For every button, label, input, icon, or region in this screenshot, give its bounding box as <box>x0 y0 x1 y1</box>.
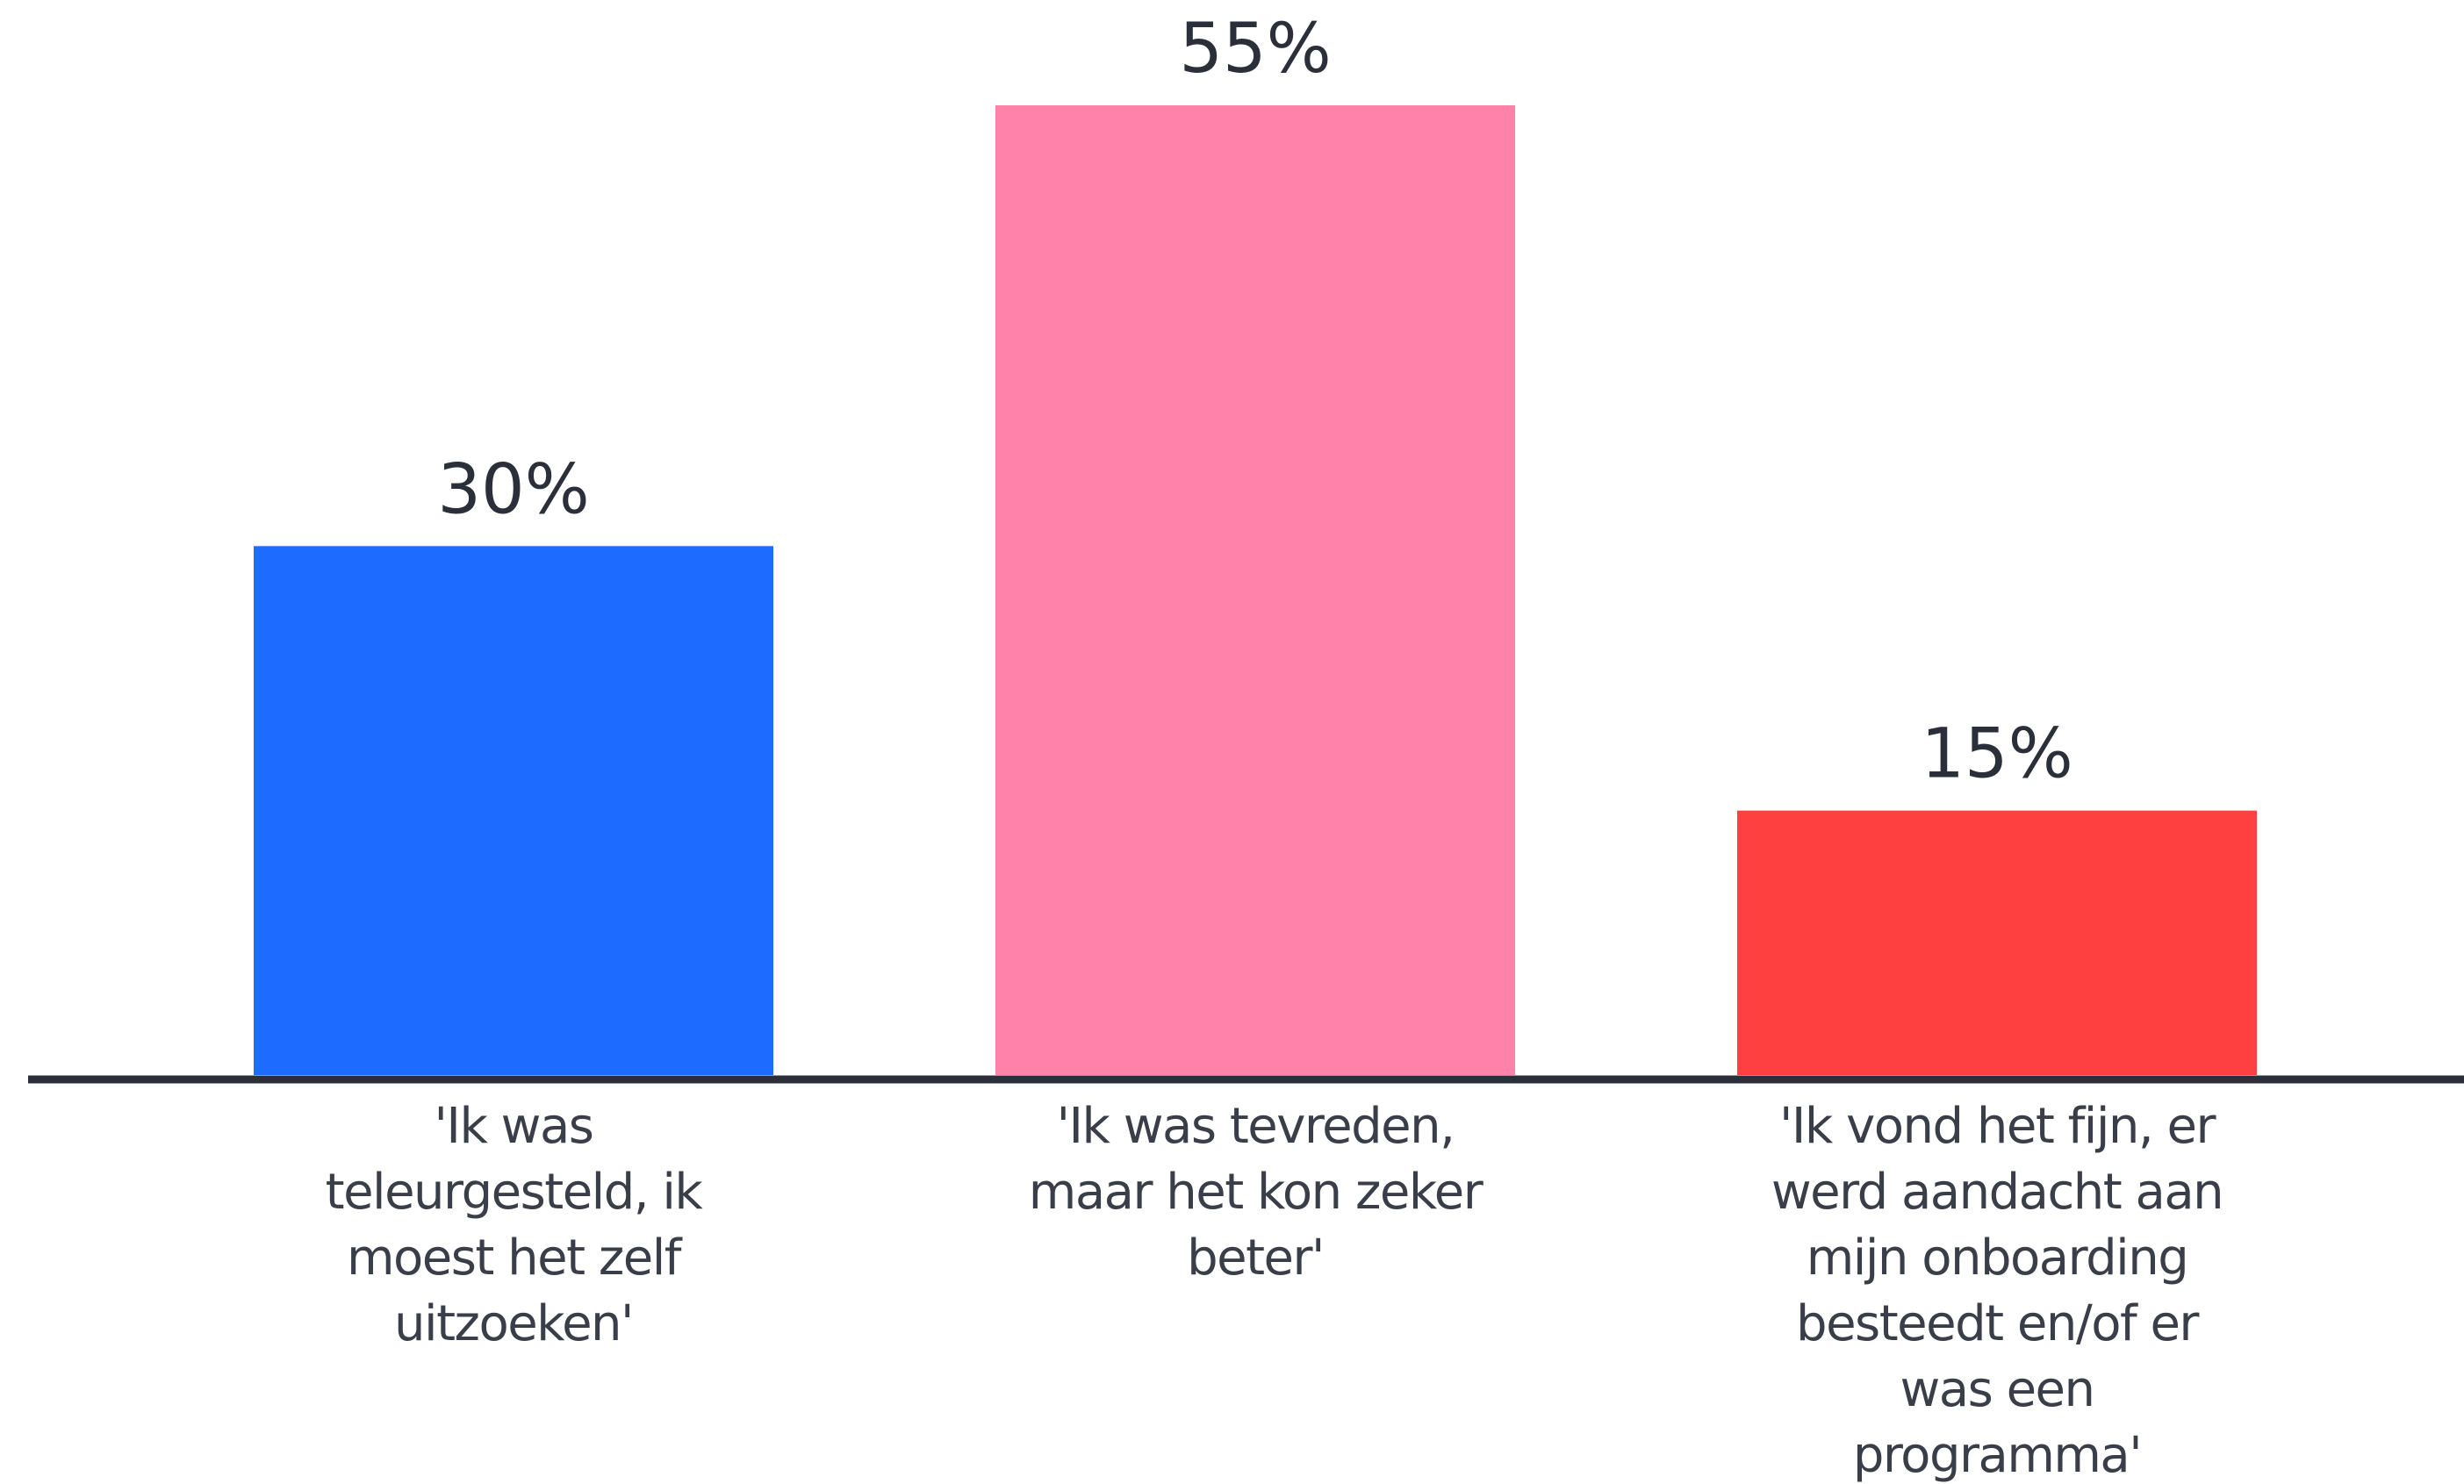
category-label-2: 'Ik was tevreden, maar het kon zeker beter… <box>1029 1098 1484 1287</box>
bars-group <box>254 105 2257 1075</box>
category-label-line: beter' <box>1187 1229 1324 1287</box>
category-label-line: was een <box>1900 1361 2094 1418</box>
value-label-1: 30% <box>437 450 589 529</box>
category-label-line: 'Ik was tevreden, <box>1057 1098 1455 1155</box>
category-label-line: 'Ik vond het fijn, er <box>1779 1098 2216 1155</box>
category-label-line: werd aandacht aan <box>1771 1164 2223 1221</box>
category-label-1: 'Ik was teleurgesteld, ik moest het zelf ui… <box>326 1098 704 1352</box>
category-label-line: mijn onboarding <box>1807 1229 2188 1287</box>
bar-2 <box>995 105 1515 1075</box>
category-label-line: programma' <box>1853 1427 2141 1484</box>
value-label-2: 55% <box>1179 10 1331 89</box>
category-label-line: uitzoeken' <box>394 1295 633 1352</box>
category-label-line: teleurgesteld, ik <box>326 1164 704 1221</box>
category-labels-group: 'Ik was teleurgesteld, ik moest het zelf ui… <box>326 1098 2224 1484</box>
category-label-line: maar het kon zeker <box>1029 1164 1484 1221</box>
bar-3 <box>1737 810 2257 1075</box>
category-label-line: 'Ik was <box>435 1098 593 1155</box>
value-labels-group: 30% 55% 15% <box>437 10 2072 794</box>
bar-1 <box>254 546 773 1075</box>
value-label-3: 15% <box>1921 715 2072 794</box>
category-label-line: besteedt en/of er <box>1796 1295 2200 1352</box>
category-label-line: moest het zelf <box>347 1229 683 1287</box>
category-label-3: 'Ik vond het fijn, er werd aandacht aan mi… <box>1771 1098 2223 1484</box>
